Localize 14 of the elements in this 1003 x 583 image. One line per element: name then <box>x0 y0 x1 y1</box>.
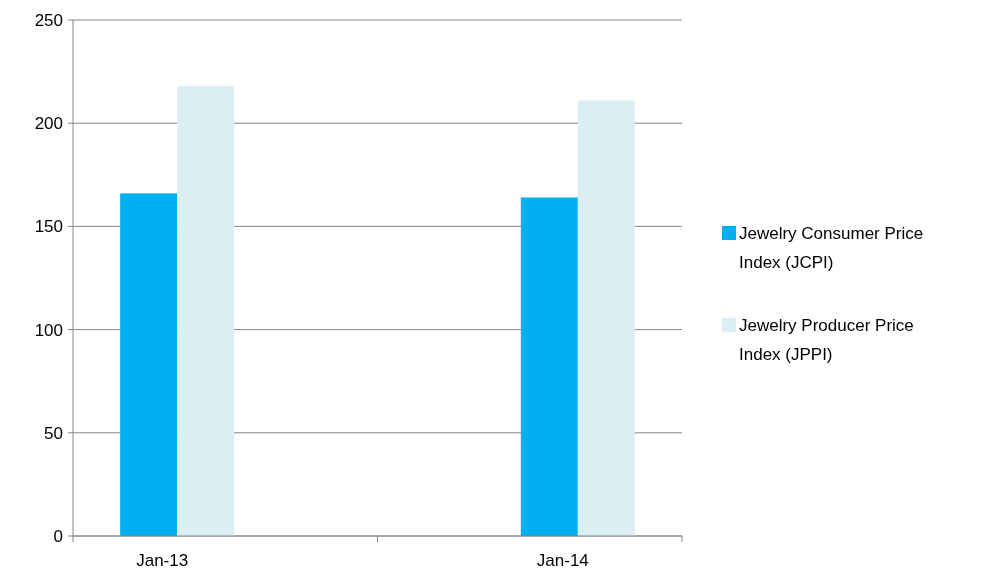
bar <box>520 197 578 536</box>
y-tick-label: 50 <box>44 423 63 443</box>
y-tick-label: 0 <box>53 526 63 546</box>
bar <box>577 100 635 536</box>
legend-label: Jewelry Consumer Price Index (JCPI) <box>739 223 924 272</box>
y-tick-label: 200 <box>34 114 63 134</box>
bar <box>177 86 235 536</box>
x-tick-label: Jan-13 <box>136 551 189 570</box>
y-tick-label: 150 <box>34 217 63 237</box>
y-tick-label: 100 <box>34 320 63 340</box>
bar <box>120 193 178 536</box>
x-tick-label: Jan-14 <box>536 551 589 570</box>
y-tick-label: 250 <box>34 10 63 30</box>
legend-label: Jewelry Producer Price Index (JPPI) <box>739 315 914 364</box>
